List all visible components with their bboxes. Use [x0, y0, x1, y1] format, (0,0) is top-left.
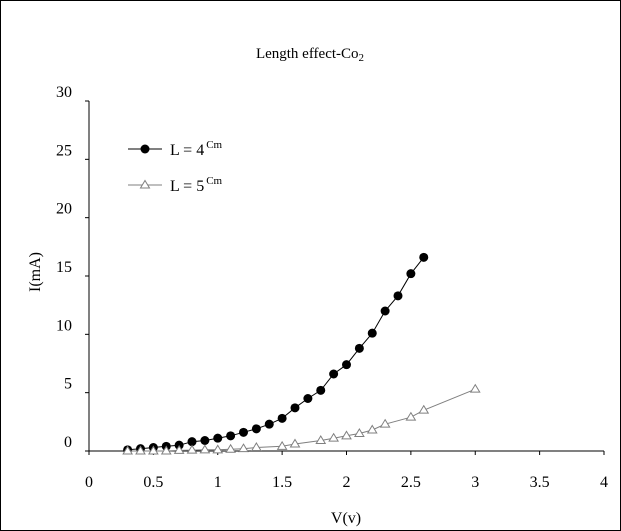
data-point	[238, 443, 249, 453]
data-point	[226, 431, 236, 441]
data-point	[276, 440, 288, 450]
y-tick-label: 20	[56, 201, 72, 218]
y-tick-label: 25	[56, 142, 72, 159]
data-point	[328, 432, 340, 442]
data-point	[186, 444, 198, 454]
data-point	[250, 442, 262, 451]
data-point	[393, 291, 403, 301]
data-point	[341, 430, 352, 440]
chart-title: Length effect-Co2	[256, 46, 364, 64]
legend-label-l4: L = 4 Cm	[170, 139, 223, 159]
data-point	[303, 394, 313, 403]
y-tick-label: 15	[56, 259, 72, 276]
data-point	[316, 385, 326, 395]
data-point	[380, 306, 390, 316]
x-tick-label: 1.5	[272, 474, 292, 491]
data-point	[289, 438, 301, 448]
data-point	[405, 411, 417, 421]
data-point	[173, 444, 185, 454]
data-point	[418, 404, 430, 414]
x-tick-label: 0.5	[143, 474, 163, 491]
data-point	[122, 445, 134, 455]
legend-label-l5: L = 5 Cm	[170, 175, 223, 195]
x-tick-label: 0	[85, 474, 93, 491]
data-point	[366, 424, 378, 434]
data-point	[379, 418, 391, 428]
data-point	[367, 328, 377, 338]
data-point	[353, 428, 365, 437]
data-point	[147, 445, 159, 455]
x-tick-label: 2.5	[401, 474, 421, 491]
legend: L = 4 Cm L = 5 Cm	[128, 139, 223, 195]
series-1	[123, 252, 429, 455]
data-point	[277, 413, 287, 423]
data-point	[160, 445, 172, 455]
series-2	[122, 383, 481, 455]
data-point	[469, 383, 481, 393]
data-point	[406, 269, 416, 279]
data-point	[315, 435, 327, 444]
data-point	[264, 419, 274, 429]
y-tick-label: 0	[64, 434, 72, 451]
data-point	[239, 427, 248, 437]
x-axis-label: V(v)	[331, 510, 361, 527]
x-tick-label: 2	[343, 474, 351, 491]
series-line	[127, 256, 425, 451]
data-point	[225, 443, 237, 453]
x-tick-label: 1	[214, 474, 222, 491]
data-point	[354, 343, 364, 353]
data-point	[329, 369, 339, 379]
x-tick-label: 3	[471, 474, 479, 491]
tick-labels: 0 0.5 1 1.5 2 2.5 3 3.5 4 0 5 10 15 20 25 30	[56, 84, 608, 491]
data-point	[187, 437, 197, 447]
data-point	[342, 360, 351, 370]
data-point	[213, 433, 223, 443]
axes	[85, 100, 605, 455]
y-tick-label: 5	[64, 376, 72, 393]
data-point	[212, 444, 224, 454]
x-tick-label: 3.5	[530, 474, 550, 491]
data-point	[135, 445, 146, 455]
y-tick-label: 30	[56, 84, 72, 101]
data-point	[251, 424, 261, 434]
series-line	[127, 388, 476, 452]
legend-marker-l5	[139, 179, 151, 189]
y-tick-label: 10	[56, 317, 72, 334]
plot-area	[122, 252, 481, 455]
data-point	[199, 444, 211, 454]
x-tick-label: 4	[600, 474, 608, 491]
data-point	[419, 252, 429, 262]
y-axis-label: I(mA)	[27, 252, 44, 292]
data-point	[200, 436, 210, 445]
legend-marker-l4	[140, 144, 150, 154]
data-point	[290, 403, 300, 413]
